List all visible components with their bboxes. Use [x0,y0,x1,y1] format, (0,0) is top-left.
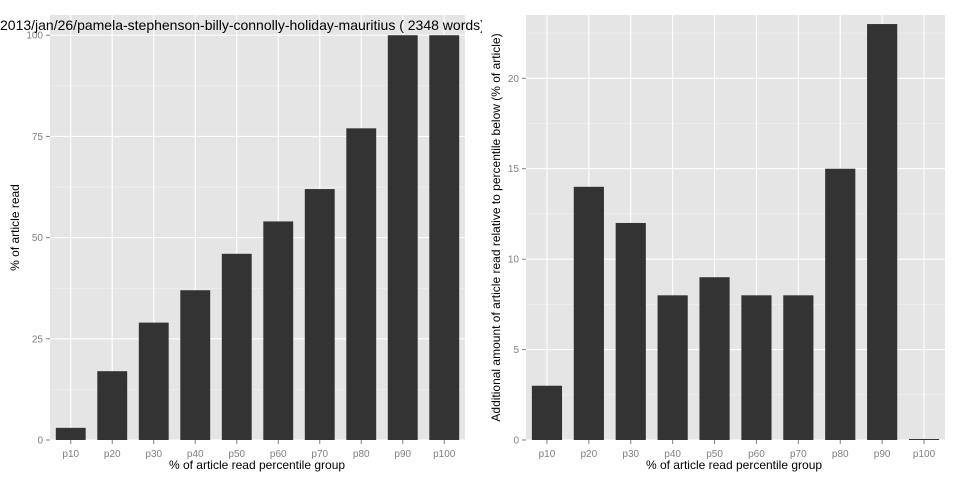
bar-p80 [825,168,856,441]
bar-p70 [783,295,814,440]
x-axis-title: % of article read percentile group [646,458,822,472]
bar-p20 [573,186,604,440]
y-tick-label: 50 [32,233,44,244]
x-tick-label: p20 [581,449,598,460]
x-tick-label: p40 [664,449,681,460]
y-tick-label: 100 [26,31,43,42]
x-tick-label: p70 [790,449,807,460]
y-tick-label: 15 [508,164,520,175]
y-tick-label: 10 [508,255,520,266]
y-tick-label: 0 [513,436,519,447]
bar-p30 [138,322,169,440]
bar-p10 [531,385,563,440]
bar-p50 [221,253,252,440]
x-tick-label: p30 [622,449,639,460]
x-tick-label: p50 [706,449,723,460]
y-tick-label: 75 [32,132,44,143]
x-tick-label: p80 [832,449,849,460]
bar-p100 [429,35,460,440]
x-tick-label: p90 [874,449,891,460]
bar-p20 [97,371,128,440]
bar-p10 [55,427,86,440]
x-axis-title: % of article read percentile group [169,458,345,472]
bar-p100 [908,439,940,440]
bar-p60 [263,221,294,440]
x-tick-label: p100 [913,449,936,460]
x-tick-label: p10 [62,449,79,460]
bar-p30 [615,222,646,440]
bar-p80 [346,128,377,441]
y-axis-title: Additional amount of article read relati… [489,33,503,421]
chart-title: 2013/jan/26/pamela-stephenson-billy-conn… [0,17,485,33]
right-bar-chart: 0 5 10 15 20 p10 p20 p30 p40 p50 p60 p70 p80 p90 p100%… [489,15,945,472]
x-tick-label: p100 [433,449,456,460]
x-tick-label: p60 [270,449,287,460]
y-tick-label: 20 [508,74,520,85]
x-tick-label: p20 [104,449,121,460]
y-tick-label: 0 [37,436,43,447]
bar-p70 [304,189,335,440]
x-tick-label: p10 [539,449,556,460]
x-tick-label: p60 [748,449,765,460]
x-tick-label: p70 [311,449,328,460]
y-tick-label: 5 [513,345,519,356]
bar-p40 [180,290,211,440]
y-axis-title: % of article read [8,184,22,271]
x-tick-label: p50 [228,449,245,460]
x-tick-label: p80 [353,449,370,460]
bar-p60 [741,295,772,440]
x-tick-label: p90 [394,449,411,460]
bar-p90 [387,35,418,440]
y-tick-label: 25 [32,334,44,345]
bar-p90 [867,24,898,441]
x-tick-label: p30 [145,449,162,460]
left-bar-chart: 0 25 50 75 100 p10 p20 p30 p40 p50 p60 p70 p80 p90 p10… [0,15,485,472]
bar-p40 [657,295,688,440]
bar-p50 [699,277,730,440]
x-tick-label: p40 [187,449,204,460]
